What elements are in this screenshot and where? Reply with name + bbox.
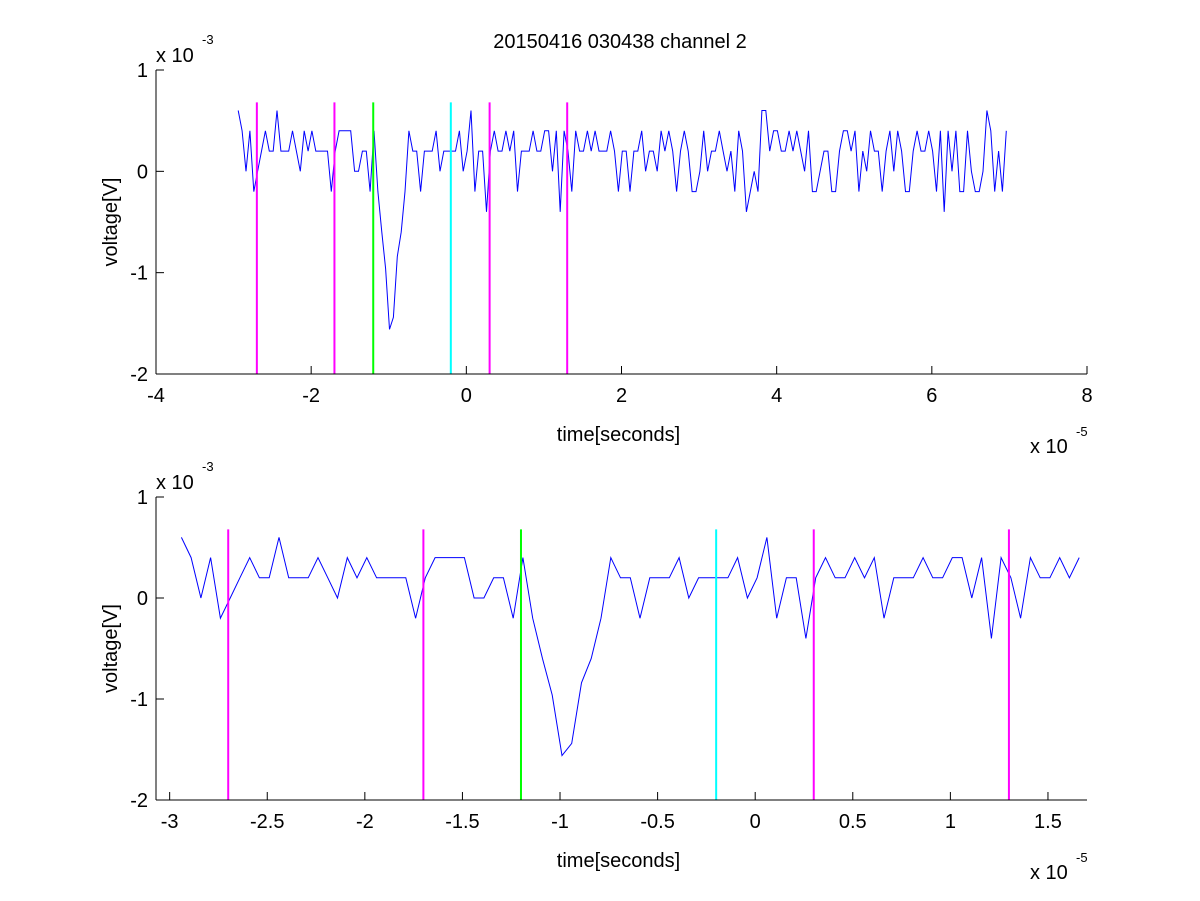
figure-title: 20150416 030438 channel 2 [493,31,747,53]
y-tick-label: 1 [137,60,148,82]
x-tick-label: -3 [161,811,179,833]
x-multiplier: x 10 [1030,436,1068,458]
x-tick-label: 0 [750,811,761,833]
axes-top: -4 -2 0 2 4 6 8-2-101time[seconds]voltage[V]x … [100,32,1093,458]
y-tick-label: 0 [137,588,148,610]
x-tick-label: -2 [356,811,374,833]
y-tick-label: -1 [130,689,148,711]
x-tick-label: 2 [616,385,627,407]
x-tick-label: 4 [771,385,782,407]
y-multiplier: x 10 [156,45,194,67]
x-tick-label: -2.5 [250,811,284,833]
y-exponent: -3 [202,459,214,474]
x-exponent: -5 [1076,850,1088,865]
x-axis-label: time[seconds] [557,424,680,446]
x-tick-label: 0 [461,385,472,407]
y-tick-label: -2 [130,364,148,386]
y-tick-label: 1 [137,487,148,509]
y-tick-label: -2 [130,790,148,812]
signal-trace [237,110,1007,330]
x-tick-label: 1 [945,811,956,833]
x-tick-label: -1 [551,811,569,833]
x-tick-label: -4 [147,385,165,407]
y-tick-label: -1 [130,263,148,285]
y-axis-label: voltage[V] [100,178,122,267]
x-tick-label: 1.5 [1034,811,1062,833]
x-multiplier: x 10 [1030,862,1068,884]
y-tick-label: 0 [137,161,148,183]
x-axis-label: time[seconds] [557,850,680,872]
x-exponent: -5 [1076,424,1088,439]
y-multiplier: x 10 [156,472,194,494]
y-axis-label: voltage[V] [100,604,122,693]
x-tick-label: -0.5 [640,811,674,833]
axes-bottom: -3 -2.5 -2 -1.5 -1 -0.5 0 0.5 1 1.5 -2 -1 0 1 time[sec… [100,459,1088,884]
x-tick-label: -2 [302,385,320,407]
signal-trace [180,537,1080,757]
x-tick-label: 6 [926,385,937,407]
y-exponent: -3 [202,32,214,47]
x-tick-label: 8 [1081,385,1092,407]
x-tick-label: 0.5 [839,811,867,833]
x-tick-label: -1.5 [445,811,479,833]
